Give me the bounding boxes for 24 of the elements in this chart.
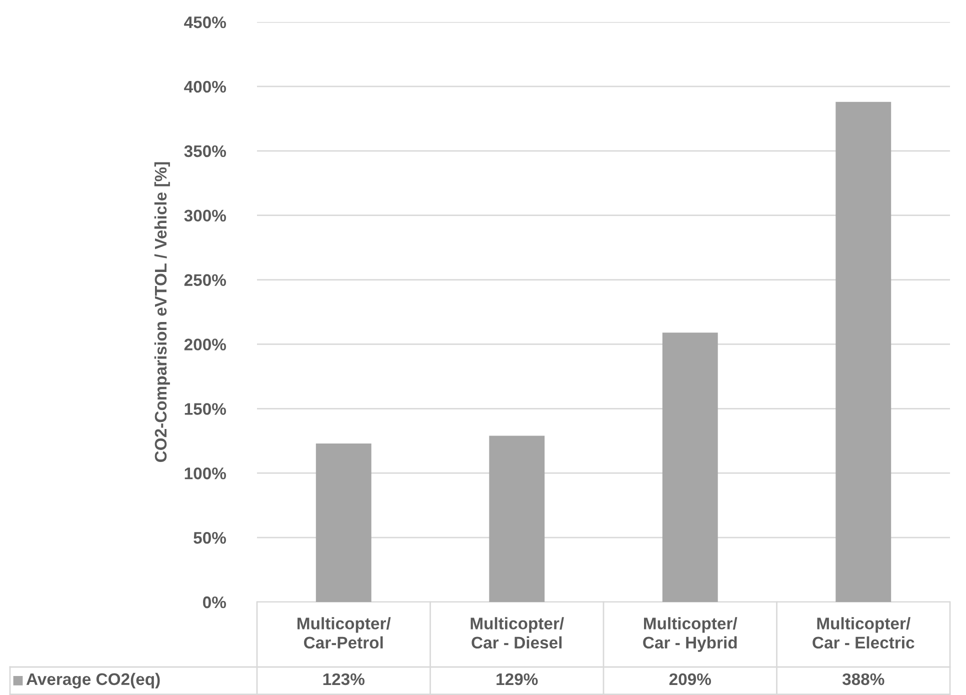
y-tick-label: 0%: [203, 596, 226, 608]
bar: [836, 102, 892, 602]
data-label: 129%: [496, 673, 538, 686]
y-tick-label: 100%: [184, 468, 226, 480]
y-tick-label: 350%: [184, 145, 226, 158]
x-tick-label: Multicopter/ Car - Hybrid: [643, 617, 738, 652]
y-tick-label: 450%: [184, 16, 226, 28]
data-label: 388%: [842, 673, 884, 686]
data-label: 123%: [323, 673, 364, 686]
x-tick-label: Multicopter/ Car-Petrol: [298, 617, 391, 649]
y-tick-label: 150%: [184, 403, 226, 415]
x-tick-label: Multicopter/ Car - Diesel: [470, 617, 564, 649]
x-tick-label: Multicopter/ Car - Electric: [812, 617, 914, 649]
data-label: 209%: [669, 673, 711, 686]
bar: [489, 436, 545, 602]
bar: [316, 443, 372, 602]
y-tick-label: 200%: [184, 338, 226, 350]
bar: [662, 332, 718, 602]
y-tick-label: 50%: [194, 532, 226, 544]
legend-label: Average CO2(eq): [26, 672, 160, 688]
y-axis-title: CO2-Comparision eVTOL / Vehicle [%]: [154, 162, 170, 462]
y-tick-label: 300%: [184, 210, 226, 222]
y-tick-label: 250%: [184, 274, 226, 286]
y-tick-label: 400%: [184, 80, 226, 93]
